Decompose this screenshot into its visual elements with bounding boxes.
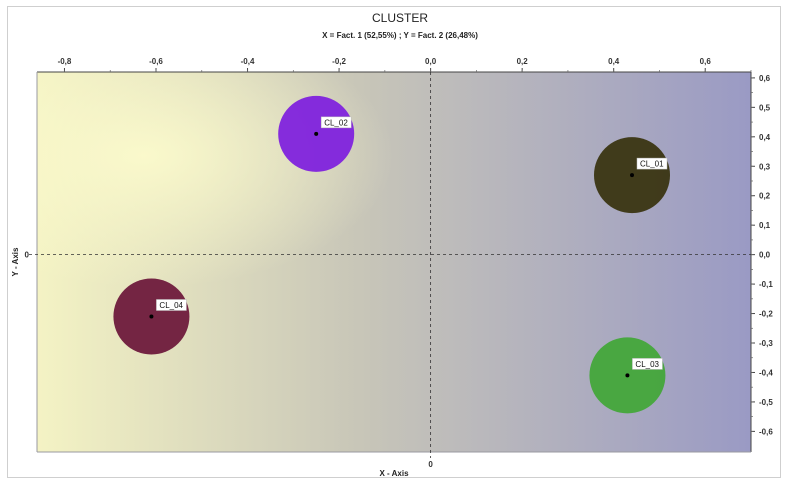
x-tick-label: 0,6 — [700, 57, 712, 66]
y-zero-label: 0 — [25, 251, 30, 260]
y-tick-label: -0,5 — [759, 398, 773, 407]
y-tick-label: 0,3 — [759, 162, 771, 171]
x-tick-label: -0,8 — [58, 57, 72, 66]
y-tick-label: 0,0 — [759, 251, 771, 260]
y-tick-label: 0,5 — [759, 103, 771, 112]
point-label: CL_03 — [635, 360, 659, 369]
point-marker — [625, 373, 630, 378]
x-tick-label: -0,2 — [332, 57, 346, 66]
cluster-point-cl-04: CL_04 — [113, 278, 190, 355]
point-label: CL_04 — [159, 301, 183, 310]
point-label-box — [636, 157, 668, 170]
point-label-box — [632, 358, 663, 370]
point-label: CL_01 — [640, 160, 664, 169]
x-axis-ticks: -0,8 -0,6 -0,4 -0,2 0,0 0,2 0,4 0,6 — [58, 57, 752, 72]
y-tick-label: 0,6 — [759, 74, 771, 83]
point-marker — [630, 173, 634, 178]
y-tick-label: 0,2 — [759, 192, 771, 201]
cluster-points: CL_01 CL_02 CL_03 CL_04 — [113, 95, 670, 414]
x-tick-label: 0,2 — [517, 57, 529, 66]
x-tick-label: -0,4 — [241, 57, 255, 66]
x-axis-label: X - Axis — [379, 469, 409, 478]
y-axis-label: Y - Axis — [11, 247, 20, 276]
point-label-box — [320, 116, 352, 129]
y-tick-label: -0,6 — [759, 427, 773, 436]
y-tick-label: -0,4 — [759, 368, 773, 377]
cluster-point-cl-02: CL_02 — [278, 95, 355, 172]
y-tick-label: -0,2 — [759, 310, 773, 319]
x-zero-label: 0 — [428, 460, 433, 469]
point-label: CL_02 — [324, 118, 348, 127]
y-tick-label: 0,4 — [759, 133, 771, 142]
x-tick-label: 0,0 — [425, 57, 437, 66]
y-axis-ticks: 0,6 0,5 0,4 0,3 0,2 0,1 0,0 -0,1 -0,2 -0,3 -0,4 -0,… — [751, 74, 773, 436]
point-marker — [149, 314, 154, 319]
x-tick-label: -0,6 — [149, 57, 163, 66]
cluster-point-cl-01: CL_01 — [594, 137, 670, 214]
y-tick-label: 0,1 — [759, 221, 771, 230]
x-tick-label: 0,4 — [608, 57, 620, 66]
point-label-box — [156, 299, 187, 311]
y-tick-label: -0,3 — [759, 339, 773, 348]
y-tick-label: -0,1 — [759, 280, 773, 289]
point-marker — [314, 131, 319, 136]
chart-title: CLUSTER — [372, 11, 428, 25]
cluster-point-cl-03: CL_03 — [589, 337, 666, 414]
chart-frame — [7, 6, 781, 478]
chart-subtitle: X = Fact. 1 (52,55%) ; Y = Fact. 2 (26,4… — [322, 31, 478, 40]
